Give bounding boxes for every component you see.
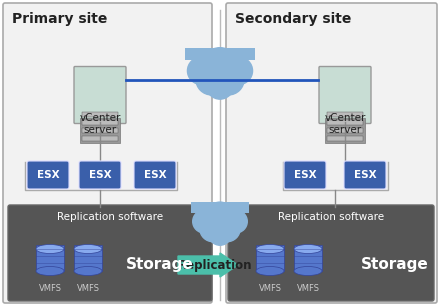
- Circle shape: [204, 202, 236, 234]
- FancyBboxPatch shape: [256, 245, 284, 271]
- FancyBboxPatch shape: [284, 161, 326, 189]
- Text: Storage: Storage: [126, 258, 194, 273]
- FancyBboxPatch shape: [80, 118, 120, 143]
- FancyBboxPatch shape: [327, 136, 363, 140]
- Text: Replication software: Replication software: [278, 212, 384, 222]
- Ellipse shape: [36, 244, 64, 253]
- FancyBboxPatch shape: [327, 111, 363, 117]
- Text: ESX: ESX: [144, 170, 166, 180]
- FancyBboxPatch shape: [74, 66, 126, 124]
- Text: ESX: ESX: [354, 170, 376, 180]
- Text: VMFS: VMFS: [39, 284, 62, 293]
- Circle shape: [206, 72, 234, 99]
- Ellipse shape: [74, 267, 102, 275]
- Ellipse shape: [294, 267, 322, 275]
- Circle shape: [187, 57, 215, 84]
- FancyBboxPatch shape: [134, 161, 176, 189]
- Text: Primary site: Primary site: [12, 12, 107, 26]
- FancyBboxPatch shape: [319, 66, 371, 124]
- Ellipse shape: [74, 244, 102, 253]
- Text: Storage: Storage: [361, 258, 429, 273]
- FancyBboxPatch shape: [8, 205, 212, 301]
- Text: Replication: Replication: [178, 259, 252, 271]
- Text: VMFS: VMFS: [77, 284, 99, 293]
- FancyBboxPatch shape: [327, 120, 363, 125]
- Circle shape: [201, 48, 239, 85]
- Circle shape: [196, 63, 227, 95]
- Text: ESX: ESX: [89, 170, 111, 180]
- Circle shape: [213, 63, 244, 95]
- Ellipse shape: [294, 244, 322, 253]
- Ellipse shape: [36, 267, 64, 275]
- Circle shape: [193, 210, 216, 233]
- FancyBboxPatch shape: [82, 128, 118, 132]
- Text: vCenter
server: vCenter server: [324, 113, 366, 135]
- FancyBboxPatch shape: [191, 202, 249, 213]
- Circle shape: [209, 222, 231, 245]
- Text: Secondary site: Secondary site: [235, 12, 352, 26]
- FancyBboxPatch shape: [79, 161, 121, 189]
- Text: VMFS: VMFS: [259, 284, 282, 293]
- Text: ESX: ESX: [37, 170, 59, 180]
- FancyBboxPatch shape: [27, 161, 69, 189]
- FancyBboxPatch shape: [228, 205, 434, 301]
- FancyBboxPatch shape: [36, 245, 64, 271]
- Circle shape: [214, 215, 240, 242]
- Circle shape: [200, 215, 226, 242]
- Text: vCenter
server: vCenter server: [79, 113, 121, 135]
- FancyBboxPatch shape: [185, 48, 255, 60]
- FancyBboxPatch shape: [344, 161, 386, 189]
- Text: ESX: ESX: [293, 170, 316, 180]
- FancyArrow shape: [178, 253, 238, 277]
- FancyBboxPatch shape: [325, 118, 365, 143]
- Circle shape: [224, 210, 247, 233]
- FancyBboxPatch shape: [82, 111, 118, 117]
- FancyBboxPatch shape: [74, 245, 102, 271]
- FancyBboxPatch shape: [327, 128, 363, 132]
- FancyBboxPatch shape: [3, 3, 212, 303]
- FancyBboxPatch shape: [294, 245, 322, 271]
- FancyBboxPatch shape: [82, 120, 118, 125]
- Circle shape: [225, 57, 253, 84]
- FancyBboxPatch shape: [226, 3, 437, 303]
- FancyBboxPatch shape: [82, 136, 118, 140]
- Text: VMFS: VMFS: [297, 284, 319, 293]
- Text: Replication software: Replication software: [57, 212, 163, 222]
- Ellipse shape: [256, 267, 284, 275]
- Ellipse shape: [256, 244, 284, 253]
